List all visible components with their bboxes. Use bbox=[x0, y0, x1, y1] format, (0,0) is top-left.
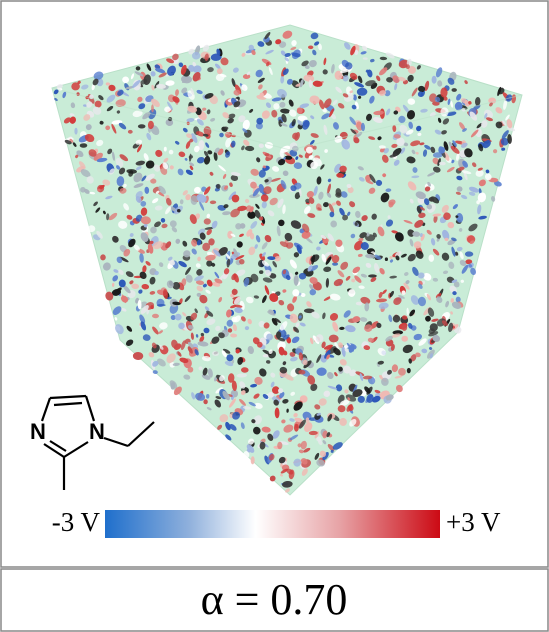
blob bbox=[432, 76, 437, 84]
colorbar-max-label: +3 V bbox=[446, 507, 501, 537]
atom-label: N bbox=[89, 419, 105, 444]
atom-label: N bbox=[30, 419, 46, 444]
blob bbox=[74, 128, 77, 135]
blob bbox=[385, 257, 388, 261]
caption: α = 0.70 bbox=[201, 575, 348, 624]
figure: N N -3 V +3 V α = 0.70 bbox=[0, 0, 549, 632]
blob bbox=[138, 124, 146, 128]
blob bbox=[401, 336, 408, 342]
colorbar bbox=[105, 510, 440, 538]
colorbar-min-label: -3 V bbox=[52, 507, 101, 537]
blob bbox=[452, 88, 457, 92]
blob bbox=[277, 442, 282, 449]
